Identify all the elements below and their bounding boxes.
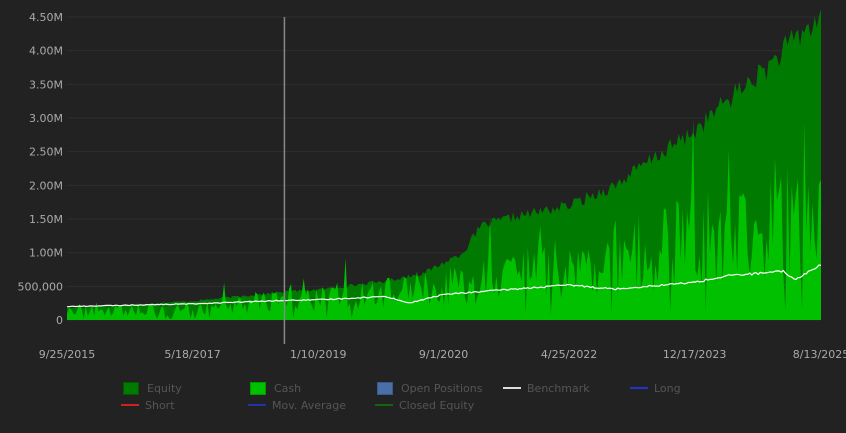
legend-swatch-closed-equity xyxy=(375,404,393,406)
y-tick-label-7: 3.50M xyxy=(29,78,63,91)
y-tick-label-6: 3.00M xyxy=(29,112,63,125)
legend-swatch-mov-average xyxy=(248,404,266,406)
y-axis-ticks: 0 500,000 1.00M 1.50M 2.00M 2.50M 3.00M 3.50M 4.… xyxy=(18,11,64,327)
legend-label-closed-equity: Closed Equity xyxy=(399,398,475,412)
y-tick-label-0: 0 xyxy=(56,314,63,327)
legend-label-benchmark: Benchmark xyxy=(527,381,590,395)
y-tick-label-1: 500,000 xyxy=(18,280,64,293)
y-tick-label-8: 4.00M xyxy=(29,45,63,58)
y-tick-label-4: 2.00M xyxy=(29,179,63,192)
legend-swatch-equity xyxy=(123,381,139,395)
legend-item-mov-average[interactable]: Mov. Average xyxy=(248,397,346,413)
x-tick-label-3: 9/1/2020 xyxy=(419,348,468,361)
legend-label-cash: Cash xyxy=(274,381,302,395)
legend-swatch-short xyxy=(121,404,139,406)
legend-label-long: Long xyxy=(654,381,681,395)
chart-plot-svg: 0 500,000 1.00M 1.50M 2.00M 2.50M 3.00M 3.50M 4.… xyxy=(18,9,846,361)
chart-legend: Equity Cash Open Positions Benchmark Lon… xyxy=(0,378,846,418)
legend-swatch-benchmark xyxy=(503,387,521,389)
legend-swatch-long xyxy=(630,387,648,389)
legend-label-short: Short xyxy=(145,398,175,412)
series-area-cash xyxy=(67,119,821,320)
series-area-equity xyxy=(67,9,821,321)
y-tick-label-9: 4.50M xyxy=(29,11,63,24)
legend-item-equity[interactable]: Equity xyxy=(123,380,182,396)
x-tick-label-0: 9/25/2015 xyxy=(39,348,95,361)
legend-item-benchmark[interactable]: Benchmark xyxy=(503,380,590,396)
x-tick-label-5: 12/17/2023 xyxy=(663,348,726,361)
series-line-benchmark xyxy=(67,264,822,308)
x-tick-label-6: 8/13/2025 xyxy=(793,348,846,361)
y-tick-label-5: 2.50M xyxy=(29,146,63,159)
legend-label-open-positions: Open Positions xyxy=(401,381,483,395)
legend-item-long[interactable]: Long xyxy=(630,380,681,396)
legend-item-open-positions[interactable]: Open Positions xyxy=(377,380,482,396)
x-axis-ticks: 9/25/2015 5/18/2017 1/10/2019 9/1/2020 4/25/… xyxy=(39,348,846,361)
gridlines xyxy=(67,16,821,321)
legend-swatch-open-positions xyxy=(377,381,393,395)
y-tick-label-3: 1.50M xyxy=(29,213,63,226)
legend-item-short[interactable]: Short xyxy=(121,397,175,413)
x-tick-label-4: 4/25/2022 xyxy=(541,348,597,361)
legend-label-mov-average: Mov. Average xyxy=(272,398,347,412)
x-tick-label-2: 1/10/2019 xyxy=(290,348,346,361)
legend-swatch-cash xyxy=(250,381,266,395)
x-tick-label-1: 5/18/2017 xyxy=(164,348,220,361)
y-tick-label-2: 1.00M xyxy=(29,247,63,260)
legend-item-closed-equity[interactable]: Closed Equity xyxy=(375,397,474,413)
series-layer xyxy=(67,9,822,321)
legend-label-equity: Equity xyxy=(147,381,182,395)
legend-item-cash[interactable]: Cash xyxy=(250,380,301,396)
